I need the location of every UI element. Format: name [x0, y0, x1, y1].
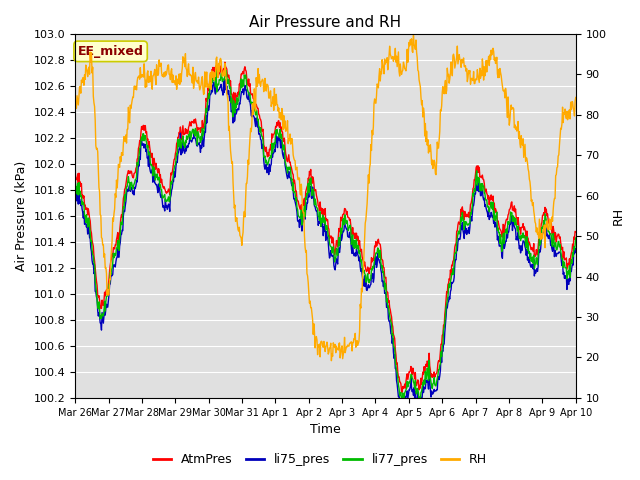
Y-axis label: RH: RH [612, 207, 625, 225]
Y-axis label: Air Pressure (kPa): Air Pressure (kPa) [15, 161, 28, 271]
X-axis label: Time: Time [310, 423, 341, 436]
Title: Air Pressure and RH: Air Pressure and RH [250, 15, 401, 30]
Legend: AtmPres, li75_pres, li77_pres, RH: AtmPres, li75_pres, li77_pres, RH [148, 448, 492, 471]
Text: EE_mixed: EE_mixed [77, 45, 143, 58]
